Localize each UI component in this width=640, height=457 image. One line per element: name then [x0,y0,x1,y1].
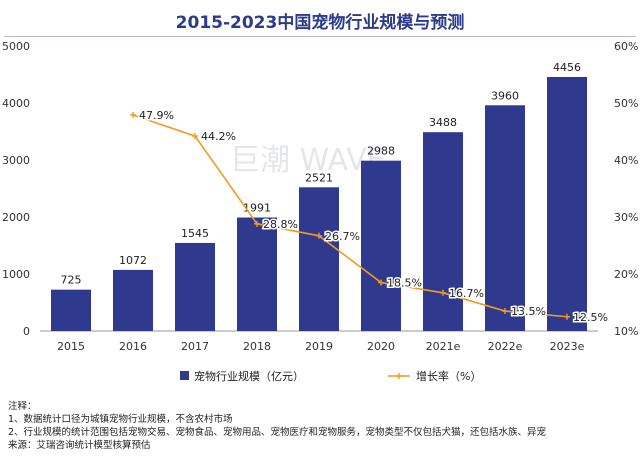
line-value-label: 13.5% [511,305,546,318]
legend-bar-swatch [180,371,189,380]
growth-rate-point [502,308,508,315]
y-left-tick-label: 0 [23,325,30,338]
line-value-label: 12.5% [573,311,608,324]
legend-line-marker [396,373,402,379]
y-left-tick-label: 3000 [2,154,30,167]
y-left-tick-label: 5000 [2,40,30,53]
bar-value-label: 1545 [181,227,209,240]
line-value-label: 18.5% [387,277,422,290]
x-tick-label: 2020 [367,340,395,353]
chart-title: 2015-2023中国宠物行业规模与预测 [175,13,465,33]
line-value-label: 44.2% [201,130,236,143]
bar-value-label: 3488 [429,116,457,129]
y-right-tick-label: 20% [614,268,638,281]
bar [175,242,215,331]
x-tick-label: 2018 [243,340,271,353]
line-value-label: 28.8% [263,218,298,231]
line-value-label: 47.9% [139,109,174,122]
x-tick-label: 2023e [550,340,585,353]
title-divider [4,36,636,37]
x-tick-label: 2017 [181,340,209,353]
bar-value-label: 2988 [367,145,395,158]
growth-rate-line [132,114,568,318]
y-left-tick-label: 1000 [2,268,30,281]
legend-line-label: 增长率（%） [416,369,481,383]
bar [361,160,401,331]
y-right-tick-label: 50% [614,97,638,110]
legend-bar-label: 宠物行业规模（亿元） [194,369,304,383]
line-value-label: 26.7% [325,230,360,243]
growth-rate-point [564,313,570,320]
watermark: 巨潮 WAVE [230,143,386,178]
notes-source: 来源：艾瑞咨询统计模型核算预估 [8,440,151,451]
y-left-tick-label: 4000 [2,97,30,110]
bar [547,77,587,332]
bar-value-label: 1991 [243,202,271,215]
bar [485,105,525,331]
notes-line-1: 1、数据统计口径为城镇宠物行业规模，不含农村市场 [8,414,233,425]
line-value-label: 16.7% [449,287,484,300]
growth-rate-point [192,133,198,140]
y-right-tick-label: 10% [614,325,638,338]
y-left-tick-label: 2000 [2,211,30,224]
x-tick-label: 2022e [488,340,523,353]
growth-rate-point [440,289,446,296]
bar-value-label: 3960 [491,89,519,102]
y-right-tick-label: 60% [614,40,638,53]
bar [113,269,153,331]
growth-rate-point [378,279,384,286]
notes-heading: 注释： [8,401,37,412]
x-tick-label: 2019 [305,340,333,353]
growth-rate-point [130,111,136,118]
bar-value-label: 2521 [305,171,333,184]
notes-block: 注释： 1、数据统计口径为城镇宠物行业规模，不含农村市场 2、行业规模的统计范围… [8,400,634,452]
combo-chart: 巨潮 WAVE 0 1000 2000 3000 4000 5000 10% 20% 30% 40… [2,40,638,383]
x-tick-label: 2021e [426,340,461,353]
bar-value-label: 1072 [119,254,147,267]
x-tick-label: 2015 [57,340,85,353]
bar [299,187,339,331]
bar-value-label: 725 [61,274,82,287]
bar [51,289,91,331]
bar [423,132,463,331]
growth-rate-point [254,220,260,227]
bar [237,217,277,331]
growth-rate-point [316,232,322,239]
y-right-tick-label: 40% [614,154,638,167]
y-right-tick-label: 30% [614,211,638,224]
bar-value-label: 4456 [553,61,581,74]
x-tick-label: 2016 [119,340,147,353]
notes-line-2: 2、行业规模的统计范围包括宠物交易、宠物食品、宠物用品、宠物医疗和宠物服务，宠物… [8,427,547,438]
